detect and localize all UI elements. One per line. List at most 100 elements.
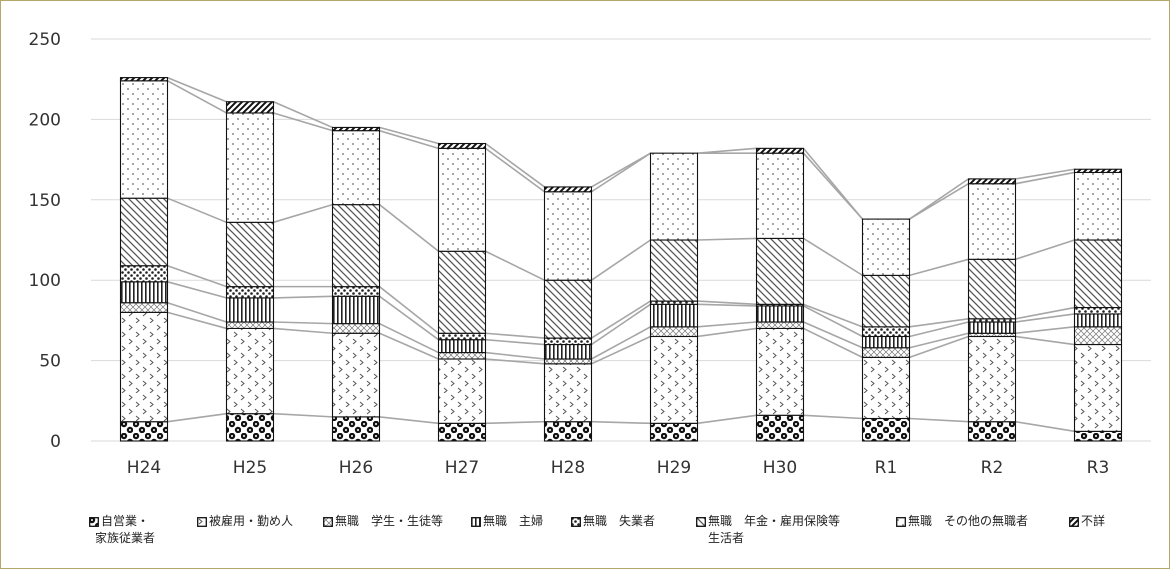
series-line (167, 311, 227, 330)
bar-segment (649, 335, 699, 424)
bar-segment (437, 332, 487, 341)
series-line (379, 416, 439, 425)
bar-segment (119, 302, 169, 313)
y-tick-label: 150 (29, 191, 61, 211)
bar-segment (1073, 326, 1123, 346)
series-line (697, 414, 757, 425)
legend: 自営業・ 家族従業者 被雇用・勤め人 無職 学生・生徒等 無職 主婦 無職 失業者 無職 年… (1, 513, 1171, 568)
x-tick-label: H28 (551, 458, 585, 478)
bar-stack (861, 218, 911, 442)
bar-segment (967, 183, 1017, 260)
bar-stacks (119, 77, 1123, 442)
legend-item: 無職 主婦 (471, 513, 543, 530)
legend-label: 無職 その他の無職者 (908, 514, 1029, 528)
bar-stack (331, 126, 381, 442)
series-line (167, 80, 227, 114)
bar-segment (543, 343, 593, 360)
series-line (591, 326, 651, 360)
square-icon (1069, 517, 1079, 527)
bar-segment (1073, 430, 1123, 442)
bar-segment (967, 178, 1017, 185)
series-line (1015, 420, 1075, 433)
bar-stack (225, 101, 275, 442)
series-line (591, 239, 651, 281)
bar-segment (1073, 168, 1123, 174)
x-tick-label: H25 (233, 458, 267, 478)
bar-segment (1073, 171, 1123, 241)
bar-segment (543, 191, 593, 281)
legend-label: 自営業・ (101, 514, 150, 528)
bar-segment (225, 321, 275, 329)
series-line (1015, 168, 1075, 180)
bar-stack (119, 77, 169, 442)
series-line (379, 126, 439, 145)
y-tick-label: 50 (39, 352, 61, 372)
series-line (1015, 239, 1075, 261)
series-line (803, 305, 863, 338)
series-line (273, 321, 333, 325)
legend-label: 無職 失業者 (583, 514, 656, 528)
series-line (909, 178, 969, 220)
x-tick-label: R1 (875, 458, 898, 478)
square-icon (323, 517, 333, 527)
series-line (803, 327, 863, 359)
bar-segment (437, 422, 487, 442)
series-line (909, 417, 969, 423)
open-square-icon (197, 517, 207, 527)
bar-segment (649, 152, 699, 241)
bar-segment (1073, 239, 1123, 309)
x-tick-label: H29 (657, 458, 691, 478)
bar-stack (967, 178, 1017, 442)
bar-segment (1073, 313, 1123, 328)
filled-square-icon (89, 517, 99, 527)
square-icon (571, 517, 581, 527)
x-tick-label: H27 (445, 458, 479, 478)
series-line (1015, 171, 1075, 185)
bar-segment (225, 221, 275, 288)
bar-segment (543, 337, 593, 346)
bar-segment (755, 152, 805, 239)
bar-segment (331, 332, 381, 418)
series-line (1015, 306, 1075, 320)
x-tick-label: H30 (763, 458, 797, 478)
legend-item: 無職 失業者 (571, 513, 655, 530)
bar-segment (225, 112, 275, 223)
series-line (697, 321, 757, 328)
series-line (273, 327, 333, 335)
bar-segment (331, 286, 381, 297)
bar-segment (755, 305, 805, 323)
square-icon (471, 517, 481, 527)
series-line (273, 112, 333, 132)
legend-label-line2: 家族従業者 (95, 531, 156, 545)
series-line (803, 237, 863, 277)
bar-segment (861, 335, 911, 349)
bar-segment (437, 352, 487, 360)
series-line (591, 420, 651, 425)
bar-segment (967, 321, 1017, 334)
bar-segment (543, 279, 593, 339)
series-line (379, 295, 439, 341)
series-line (803, 321, 863, 349)
series-line (379, 129, 439, 150)
bar-stack (755, 147, 805, 442)
series-line (697, 147, 757, 154)
legend-label: 無職 主婦 (483, 514, 544, 528)
bar-segment (755, 321, 805, 329)
bar-segment (119, 421, 169, 442)
series-line (697, 327, 757, 338)
x-tick-label: R3 (1087, 458, 1110, 478)
series-line (591, 152, 651, 188)
series-line (167, 412, 227, 423)
series-line (909, 335, 969, 359)
series-line (485, 147, 545, 193)
bar-segment (225, 297, 275, 323)
bar-stack (1073, 168, 1123, 442)
series-line (379, 332, 439, 360)
bar-segment (437, 250, 487, 334)
series-line (1015, 313, 1075, 323)
series-line (485, 358, 545, 365)
series-line (1015, 326, 1075, 335)
x-axis: H24 H25 H26 H27 H28 H29 H30 R1 R2 R3 (127, 458, 1110, 478)
legend-item: 無職 年金・雇用保険等 生活者 (696, 513, 840, 547)
